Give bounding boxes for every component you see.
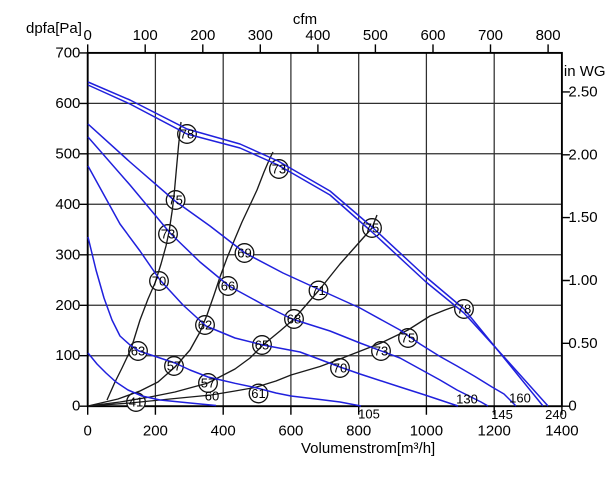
svg-text:105: 105 [358, 407, 380, 422]
svg-text:70: 70 [152, 274, 166, 289]
svg-text:75: 75 [168, 193, 182, 208]
svg-text:700: 700 [55, 44, 80, 61]
svg-text:69: 69 [237, 246, 251, 261]
svg-text:75: 75 [401, 331, 415, 346]
svg-text:400: 400 [55, 196, 80, 213]
svg-text:200: 200 [55, 297, 80, 314]
svg-text:0.50: 0.50 [568, 335, 597, 352]
svg-text:63: 63 [131, 344, 145, 359]
svg-text:68: 68 [287, 312, 301, 327]
svg-text:0: 0 [72, 398, 80, 415]
svg-text:70: 70 [333, 361, 347, 376]
svg-text:2.50: 2.50 [568, 83, 597, 100]
svg-text:1000: 1000 [410, 423, 443, 440]
svg-text:78: 78 [457, 302, 471, 317]
svg-text:130: 130 [456, 392, 478, 407]
svg-text:2.00: 2.00 [568, 146, 597, 163]
svg-text:700: 700 [478, 27, 503, 44]
svg-text:200: 200 [190, 27, 215, 44]
svg-text:600: 600 [55, 95, 80, 112]
svg-text:400: 400 [305, 27, 330, 44]
svg-text:65: 65 [255, 338, 269, 353]
svg-text:66: 66 [221, 279, 235, 294]
svg-text:0: 0 [568, 398, 576, 415]
svg-text:61: 61 [251, 386, 265, 401]
svg-text:1.00: 1.00 [568, 272, 597, 289]
svg-text:600: 600 [278, 423, 303, 440]
svg-text:200: 200 [143, 423, 168, 440]
svg-text:100: 100 [55, 347, 80, 364]
svg-text:240: 240 [545, 407, 567, 422]
svg-text:300: 300 [248, 27, 273, 44]
svg-text:75: 75 [365, 221, 379, 236]
svg-text:cfm: cfm [293, 11, 317, 28]
svg-text:78: 78 [180, 127, 194, 142]
svg-text:0: 0 [84, 423, 92, 440]
svg-text:41: 41 [129, 395, 143, 410]
svg-text:Volumenstrom[m³/h]: Volumenstrom[m³/h] [301, 440, 435, 457]
svg-text:800: 800 [346, 423, 371, 440]
svg-text:1.50: 1.50 [568, 209, 597, 226]
svg-text:100: 100 [133, 27, 158, 44]
svg-text:57: 57 [201, 376, 215, 391]
svg-text:600: 600 [420, 27, 445, 44]
svg-text:in WG: in WG [564, 63, 605, 80]
svg-text:62: 62 [198, 318, 212, 333]
svg-text:0: 0 [84, 27, 92, 44]
svg-text:800: 800 [536, 27, 561, 44]
svg-text:160: 160 [509, 391, 531, 406]
svg-text:73: 73 [272, 162, 286, 177]
svg-text:60: 60 [205, 389, 219, 404]
svg-text:500: 500 [363, 27, 388, 44]
svg-text:300: 300 [55, 246, 80, 263]
svg-text:1400: 1400 [545, 423, 578, 440]
svg-text:500: 500 [55, 145, 80, 162]
svg-text:1200: 1200 [478, 423, 511, 440]
svg-text:71: 71 [311, 283, 325, 298]
svg-text:dpfa[Pa]: dpfa[Pa] [26, 20, 82, 37]
svg-text:73: 73 [374, 344, 388, 359]
svg-text:400: 400 [211, 423, 236, 440]
svg-text:73: 73 [161, 227, 175, 242]
svg-text:145: 145 [491, 407, 513, 422]
svg-text:57: 57 [167, 359, 181, 374]
